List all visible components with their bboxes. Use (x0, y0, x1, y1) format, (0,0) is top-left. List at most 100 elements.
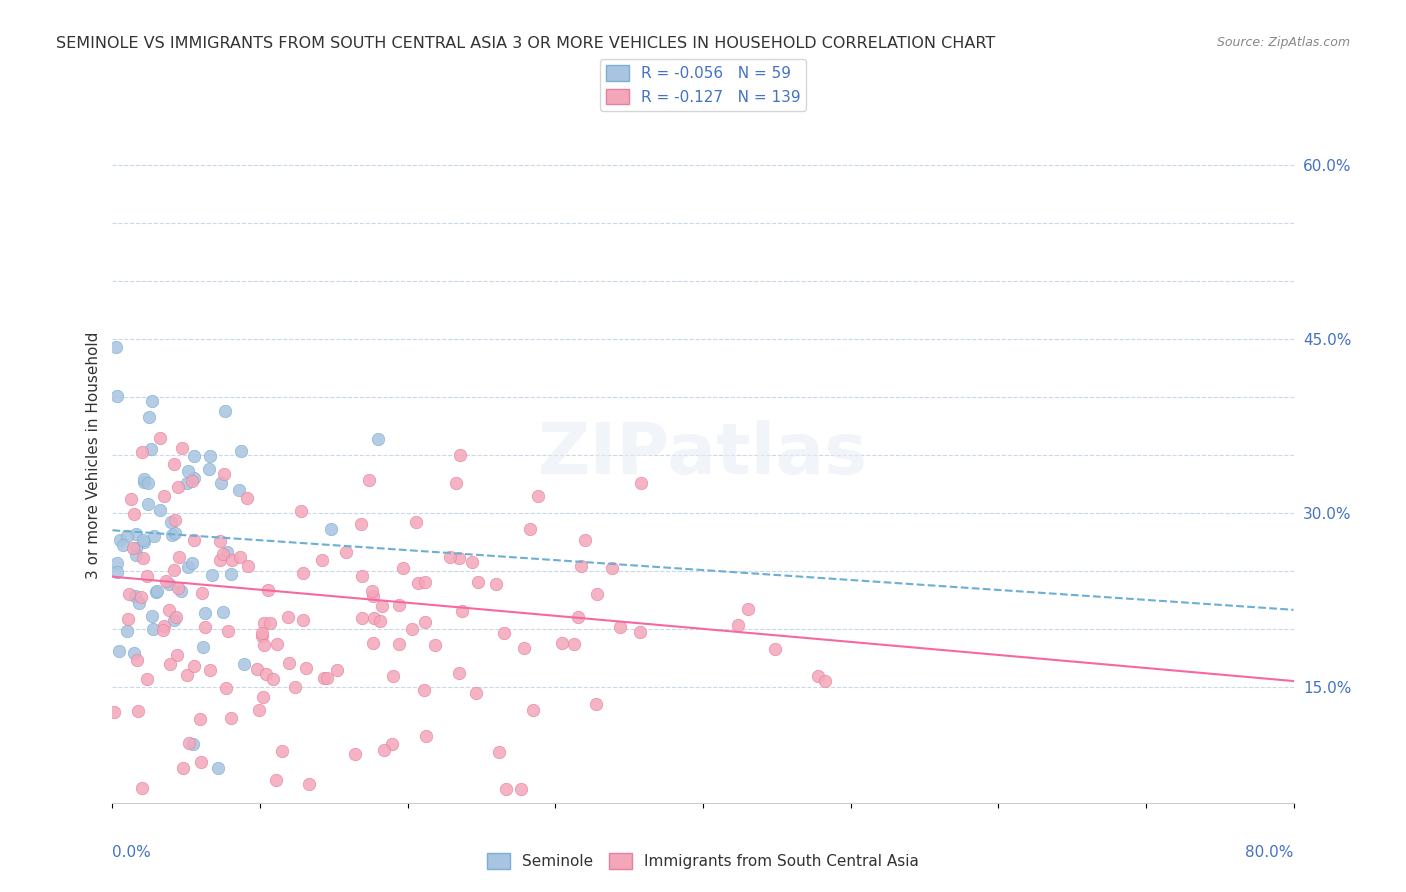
Point (191, 640, 214, 655)
Point (108, 643, 131, 657)
Point (209, 476, 232, 491)
Point (190, 755, 212, 769)
Point (138, 409, 160, 424)
Point (562, 637, 585, 651)
Point (727, 618, 749, 632)
Point (176, 464, 198, 478)
Point (108, 533, 131, 547)
Point (467, 575, 489, 590)
Point (198, 462, 221, 476)
Point (180, 556, 202, 570)
Point (149, 503, 172, 517)
Point (214, 467, 236, 481)
Point (167, 581, 190, 595)
Point (259, 615, 281, 630)
Point (155, 574, 177, 588)
Point (125, 526, 148, 541)
Point (284, 680, 307, 694)
Point (217, 624, 239, 638)
Point (136, 497, 159, 511)
Point (165, 609, 187, 624)
Point (163, 526, 186, 541)
Point (145, 585, 167, 599)
Point (132, 550, 155, 565)
Point (142, 622, 165, 636)
Point (207, 761, 229, 775)
Point (105, 388, 128, 402)
Point (350, 516, 373, 531)
Point (252, 626, 274, 640)
Point (229, 550, 252, 565)
Legend: Seminole, Immigrants from South Central Asia: Seminole, Immigrants from South Central … (481, 847, 925, 875)
Point (352, 611, 374, 625)
Point (814, 673, 837, 688)
Text: SEMINOLE VS IMMIGRANTS FROM SOUTH CENTRAL ASIA 3 OR MORE VEHICLES IN HOUSEHOLD C: SEMINOLE VS IMMIGRANTS FROM SOUTH CENTRA… (56, 36, 995, 51)
Point (170, 583, 193, 598)
Point (325, 663, 347, 677)
Point (131, 780, 153, 795)
Point (198, 663, 221, 677)
Point (513, 641, 536, 656)
Point (219, 711, 242, 725)
Text: 80.0%: 80.0% (1246, 845, 1294, 860)
Point (461, 555, 484, 569)
Point (170, 441, 193, 455)
Point (132, 533, 155, 547)
Point (163, 613, 186, 627)
Point (172, 760, 194, 774)
Point (363, 636, 385, 650)
Point (176, 668, 198, 682)
Point (363, 589, 385, 603)
Point (152, 623, 174, 637)
Point (262, 672, 284, 686)
Point (176, 560, 198, 574)
Point (198, 450, 221, 464)
Point (292, 614, 315, 628)
Point (115, 529, 138, 543)
Point (159, 657, 181, 671)
Point (446, 475, 468, 490)
Point (152, 619, 174, 633)
Point (368, 614, 391, 628)
Point (449, 448, 471, 462)
Point (266, 773, 288, 788)
Point (271, 744, 294, 758)
Point (807, 669, 830, 683)
Point (129, 807, 152, 822)
Point (136, 476, 159, 491)
Point (183, 449, 205, 463)
Point (519, 522, 541, 536)
Point (266, 637, 288, 651)
Point (381, 669, 404, 683)
Point (125, 541, 148, 555)
Point (120, 492, 142, 507)
Point (392, 561, 415, 575)
Point (157, 577, 180, 591)
Point (157, 602, 180, 616)
Point (439, 550, 461, 565)
Point (628, 624, 651, 639)
Point (630, 476, 652, 491)
Text: ZIPatlas: ZIPatlas (538, 420, 868, 490)
Point (567, 610, 589, 624)
Point (167, 480, 190, 494)
Point (191, 586, 214, 600)
Point (277, 610, 299, 624)
Point (569, 558, 592, 573)
Point (103, 705, 125, 719)
Point (236, 491, 259, 505)
Point (256, 583, 278, 598)
Point (124, 646, 146, 660)
Point (118, 587, 141, 601)
Point (183, 533, 205, 547)
Point (388, 637, 411, 651)
Point (163, 513, 186, 527)
Point (447, 665, 470, 680)
Point (373, 743, 395, 757)
Point (413, 615, 436, 629)
Point (415, 729, 437, 743)
Point (115, 624, 138, 639)
Point (315, 671, 337, 685)
Point (136, 569, 159, 583)
Point (401, 622, 423, 636)
